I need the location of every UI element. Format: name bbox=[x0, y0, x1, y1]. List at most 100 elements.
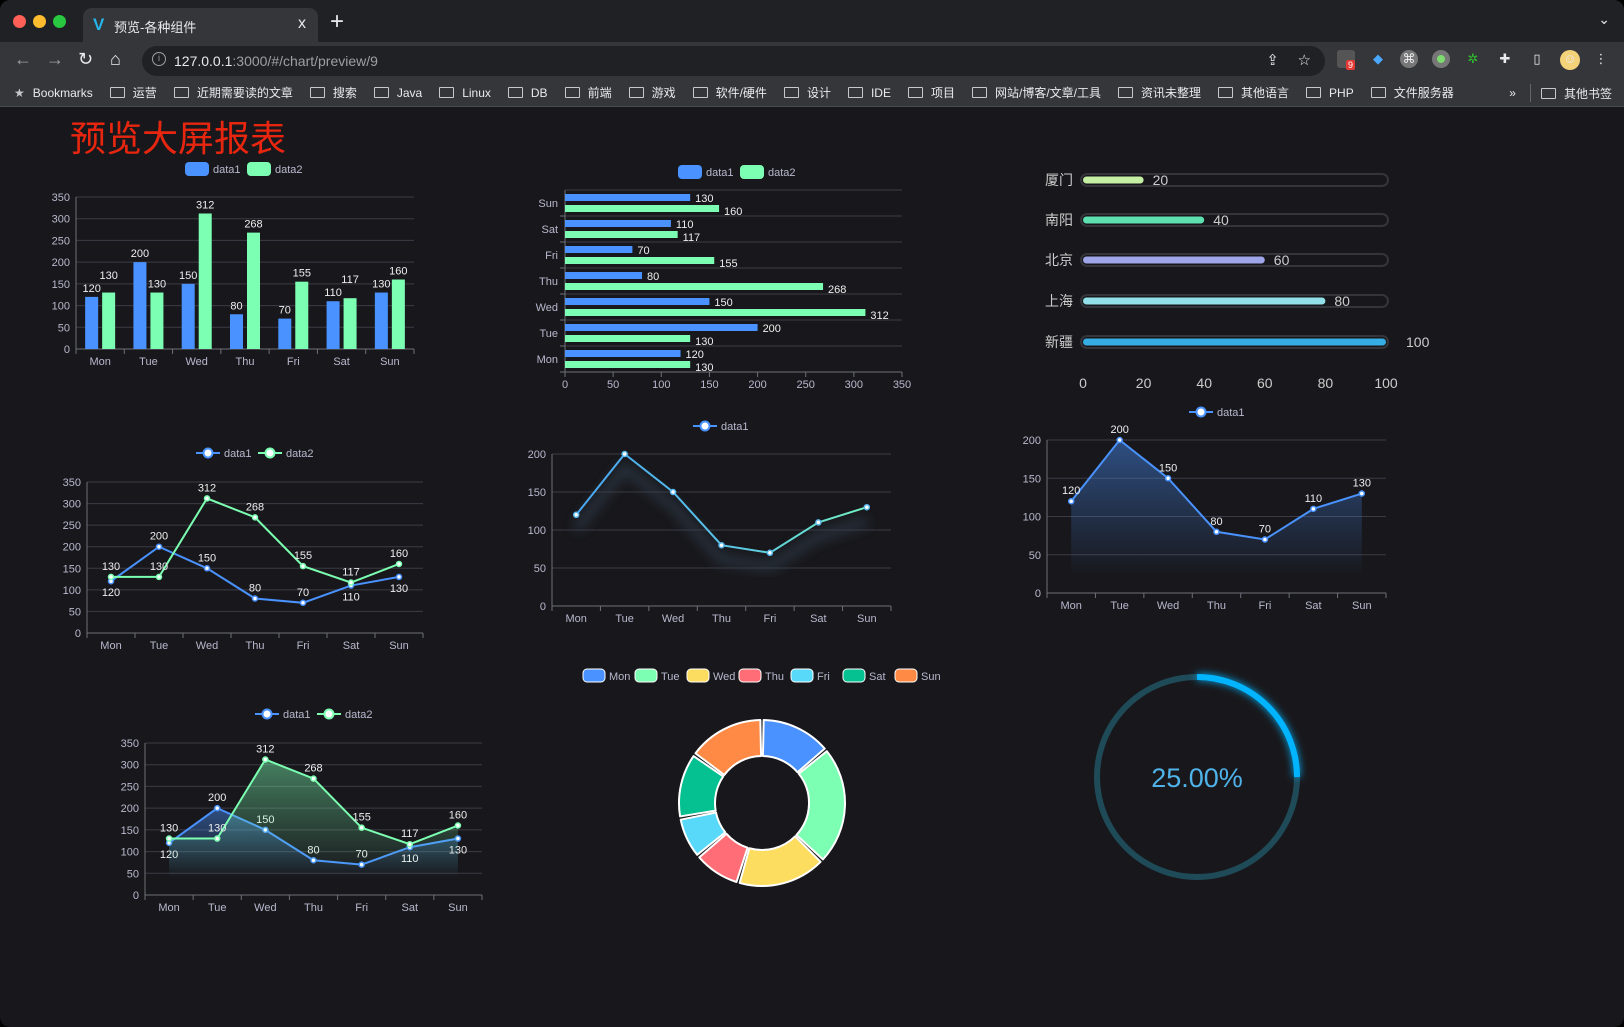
legend-item-Mon[interactable]: Mon bbox=[582, 668, 630, 683]
legend-item-Sun[interactable]: Sun bbox=[894, 668, 941, 683]
bookmark-star-icon[interactable]: ☆ bbox=[1297, 52, 1311, 69]
diamond-extension-icon[interactable]: ◆ bbox=[1373, 51, 1383, 66]
legend-item-Fri[interactable]: Fri bbox=[790, 668, 830, 683]
bookmark-folder[interactable]: Linux bbox=[439, 84, 491, 101]
pie-slice-Mon[interactable] bbox=[761, 719, 826, 774]
legend-item-Tue[interactable]: Tue bbox=[634, 668, 680, 683]
bookmark-folder[interactable]: 运营 bbox=[109, 84, 157, 101]
url-text[interactable]: 127.0.0.1:3000/#/chart/preview/9 bbox=[174, 53, 378, 69]
bookmark-folder[interactable]: 文件服务器 bbox=[1370, 84, 1454, 101]
bookmarks-button[interactable]: ★ Bookmarks bbox=[14, 86, 93, 100]
reload-icon[interactable]: ↻ bbox=[78, 49, 94, 69]
legend-item-data2[interactable]: data2 bbox=[247, 162, 303, 176]
bookmark-folder[interactable]: 搜索 bbox=[309, 84, 357, 101]
bookmark-other[interactable]: 其他书签 bbox=[1540, 85, 1612, 102]
y-tick-label: 300 bbox=[52, 214, 70, 226]
tab-close-icon[interactable]: x bbox=[298, 15, 306, 32]
back-icon[interactable]: ← bbox=[14, 49, 32, 69]
y-tick-label: Sat bbox=[541, 224, 558, 236]
area-data1 bbox=[1071, 440, 1362, 575]
x-tick-label: 350 bbox=[893, 379, 911, 391]
browser-tab[interactable]: V 预览-各种组件 x bbox=[83, 8, 318, 42]
legend-label: data2 bbox=[275, 164, 303, 176]
bookmark-folder[interactable]: 软件/硬件 bbox=[692, 84, 767, 101]
side-panel-icon[interactable]: ▯ bbox=[1533, 51, 1541, 66]
bookmark-folder[interactable]: 资讯未整理 bbox=[1118, 84, 1201, 101]
bookmark-folder[interactable]: 其他语言 bbox=[1218, 84, 1289, 101]
bookmark-folder[interactable]: Java bbox=[373, 84, 422, 101]
legend-item-data2[interactable]: data2 bbox=[258, 447, 314, 460]
gauge-label: 25.00% bbox=[1151, 763, 1243, 793]
menu-icon[interactable]: ⋮ bbox=[1594, 51, 1608, 66]
legend-item-data2[interactable]: data2 bbox=[740, 165, 796, 179]
progress-row: 厦门 20 bbox=[1045, 172, 1389, 188]
bookmark-folder[interactable]: 项目 bbox=[907, 84, 955, 101]
pie-slice-Wed[interactable] bbox=[738, 835, 822, 887]
legend-item-data2[interactable]: data2 bbox=[317, 708, 373, 721]
y-tick-label: 0 bbox=[133, 890, 139, 902]
y-tick-label: 150 bbox=[528, 487, 546, 499]
x-tick-label: Mon bbox=[566, 613, 587, 625]
minimize-window-button[interactable] bbox=[33, 15, 46, 28]
bookmarks-overflow-button[interactable]: » bbox=[1509, 86, 1516, 100]
data-label: 120 bbox=[82, 283, 100, 295]
legend-item-Wed[interactable]: Wed bbox=[686, 668, 735, 683]
bookmark-folder[interactable]: 游戏 bbox=[628, 84, 676, 101]
data-label: 130 bbox=[390, 583, 408, 595]
pie-slice-Sun[interactable] bbox=[694, 719, 763, 776]
bar-data1 bbox=[565, 194, 691, 201]
legend-marker bbox=[699, 420, 711, 432]
close-window-button[interactable] bbox=[13, 15, 26, 28]
share-icon[interactable]: ⇪ bbox=[1266, 52, 1279, 69]
legend-item-Thu[interactable]: Thu bbox=[738, 668, 784, 683]
star-extension-icon[interactable]: ✲ bbox=[1467, 51, 1479, 66]
pie-slice-Sat[interactable] bbox=[678, 755, 725, 818]
y-tick-label: 0 bbox=[75, 628, 81, 640]
legend-item-data1[interactable]: data1 bbox=[693, 420, 749, 433]
profile-avatar[interactable]: ☺ bbox=[1560, 50, 1580, 70]
legend-item-data1[interactable]: data1 bbox=[196, 447, 252, 460]
pie-slice-Tue[interactable] bbox=[795, 750, 846, 861]
y-tick-label: Wed bbox=[536, 302, 558, 314]
pie-slice-Thu[interactable] bbox=[698, 832, 749, 883]
point-data2 bbox=[203, 495, 211, 502]
bookmark-folder[interactable]: DB bbox=[507, 84, 548, 101]
home-icon[interactable]: ⌂ bbox=[110, 49, 121, 69]
data-label: 130 bbox=[372, 279, 390, 291]
x-tick-label: 300 bbox=[845, 379, 863, 391]
address-bar[interactable]: i 127.0.0.1:3000/#/chart/preview/9 ⇪ ☆ bbox=[142, 46, 1325, 76]
legend-label: Tue bbox=[661, 671, 680, 683]
puzzle-extensions-icon[interactable]: ✚ bbox=[1499, 51, 1511, 66]
x-tick-label: Mon bbox=[1061, 600, 1082, 612]
bookmark-folder[interactable]: 设计 bbox=[783, 84, 831, 101]
extension-icon[interactable]: ⌘ bbox=[1400, 50, 1418, 68]
value-label: 60 bbox=[1274, 252, 1290, 268]
new-tab-button[interactable]: + bbox=[330, 8, 345, 35]
bar-data1 bbox=[133, 262, 147, 349]
data-label: 110 bbox=[1305, 493, 1323, 505]
x-tick-label: Sun bbox=[448, 902, 468, 914]
maximize-window-button[interactable] bbox=[53, 15, 66, 28]
legend-item-data1[interactable]: data1 bbox=[255, 708, 311, 721]
x-tick-label: Wed bbox=[662, 613, 684, 625]
site-info-icon[interactable]: i bbox=[152, 52, 166, 66]
bookmark-folder[interactable]: 近期需要读的文章 bbox=[173, 84, 293, 101]
bookmark-folder[interactable]: 前端 bbox=[564, 84, 612, 101]
data-label: 70 bbox=[637, 245, 649, 257]
bookmarks-bar: ★ Bookmarks 运营 近期需要读的文章 搜索 Java Linux DB 前端 游戏 软件… bbox=[0, 79, 1624, 107]
data-label: 130 bbox=[150, 561, 168, 573]
y-tick-label: 300 bbox=[63, 499, 81, 511]
bookmark-folder[interactable]: PHP bbox=[1306, 84, 1354, 101]
bookmark-folder[interactable]: IDE bbox=[847, 84, 891, 101]
tab-search-chevron-icon[interactable]: ⌄ bbox=[1598, 11, 1610, 27]
legend-item-data1[interactable]: data1 bbox=[678, 165, 734, 179]
y-tick-label: 350 bbox=[63, 477, 81, 489]
legend-item-data1[interactable]: data1 bbox=[185, 162, 241, 176]
forward-icon[interactable]: → bbox=[46, 49, 64, 69]
pie-slice-Fri[interactable] bbox=[679, 811, 727, 856]
x-tick-label: Thu bbox=[304, 902, 323, 914]
record-extension-icon[interactable] bbox=[1432, 50, 1450, 68]
legend-item-data1[interactable]: data1 bbox=[1189, 406, 1245, 419]
legend-item-Sat[interactable]: Sat bbox=[842, 668, 886, 683]
bookmark-folder[interactable]: 网站/博客/文章/工具 bbox=[971, 84, 1101, 101]
